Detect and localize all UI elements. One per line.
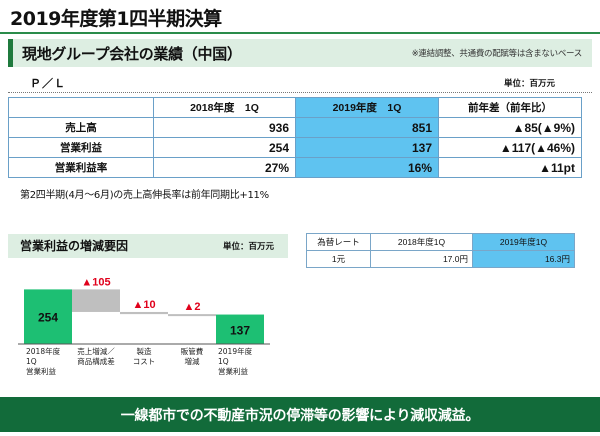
fx-header-row: 為替レート 2018年度1Q 2019年度1Q xyxy=(306,233,575,251)
waterfall-bar xyxy=(24,289,72,344)
waterfall-category-label: 増減 xyxy=(185,356,200,366)
waterfall-change-label: ▲2 xyxy=(183,301,200,313)
waterfall-category-label: 製造 xyxy=(137,346,152,356)
sales-prev: 936 xyxy=(153,117,296,138)
section-note: ※連結調整、共通費の配賦等は含まないベース xyxy=(411,49,583,59)
waterfall-category-label: 販管費 xyxy=(181,346,204,356)
waterfall-category-label: 営業利益 xyxy=(26,366,56,376)
pl-header-prev: 2018年度 1Q xyxy=(153,97,296,118)
waterfall-bar xyxy=(120,311,168,315)
waterfall-title: 営業利益の増減要因 xyxy=(20,239,129,253)
waterfall-change-label: ▲105 xyxy=(81,276,110,288)
row-label-op-margin: 営業利益率 xyxy=(8,157,154,178)
op-profit-curr: 137 xyxy=(295,137,439,158)
table-row: 営業利益 254 137 ▲117(▲46%) xyxy=(8,137,582,158)
waterfall-chart: 2542018年度1Q営業利益▲105売上増減／商品構成差▲10製造コスト▲2販… xyxy=(18,276,270,376)
pl-unit: 単位：百万元 xyxy=(504,79,556,89)
summary-text: 一線都市での不動産市況の停滞等の影響により減収減益。 xyxy=(120,408,480,424)
fx-unit: 1元 xyxy=(306,250,371,268)
waterfall-category-label: 売上増減／ xyxy=(77,346,115,356)
waterfall-bar xyxy=(168,314,216,317)
waterfall-category-label: 1Q xyxy=(26,357,37,366)
row-label-op-profit: 営業利益 xyxy=(8,137,154,158)
fx-header-curr: 2019年度1Q xyxy=(472,233,575,251)
waterfall-value-label: 137 xyxy=(230,323,250,337)
op-profit-prev: 254 xyxy=(153,137,296,158)
waterfall-banner: 営業利益の増減要因 単位：百万元 xyxy=(8,234,288,258)
pl-header-curr: 2019年度 1Q xyxy=(295,97,439,118)
fx-header-prev: 2018年度1Q xyxy=(370,233,473,251)
op-margin-curr: 16% xyxy=(295,157,439,178)
pl-divider xyxy=(8,92,592,93)
section-banner: 現地グループ会社の業績（中国） ※連結調整、共通費の配賦等は含まないベース xyxy=(8,39,592,67)
growth-note: 第2四半期(4月～6月)の売上高伸長率は前年同期比+11% xyxy=(20,190,269,201)
pl-header-row: 2018年度 1Q 2019年度 1Q 前年差（前年比） xyxy=(8,97,582,118)
waterfall-category-label: コスト xyxy=(133,357,156,366)
sales-diff: ▲85(▲9%) xyxy=(438,117,582,138)
fx-rate-table: 為替レート 2018年度1Q 2019年度1Q 1元 17.0円 16.3円 xyxy=(306,233,575,268)
waterfall-category-label: 1Q xyxy=(218,357,229,366)
waterfall-category-label: 商品構成差 xyxy=(77,356,115,366)
row-label-sales: 売上高 xyxy=(8,117,154,138)
pl-header-empty xyxy=(8,97,154,118)
sales-curr: 851 xyxy=(295,117,439,138)
op-profit-diff: ▲117(▲46%) xyxy=(438,137,582,158)
waterfall-category-label: 営業利益 xyxy=(218,366,248,376)
op-margin-prev: 27% xyxy=(153,157,296,178)
pl-table: 2018年度 1Q 2019年度 1Q 前年差（前年比） 売上高 936 851… xyxy=(8,97,582,178)
waterfall-bar xyxy=(72,289,120,312)
waterfall-unit: 単位：百万元 xyxy=(222,242,274,252)
page-title: 2019年度第1四半期決算 xyxy=(10,8,222,30)
op-margin-diff: ▲11pt xyxy=(438,157,582,178)
fx-prev-value: 17.0円 xyxy=(370,250,473,268)
fx-value-row: 1元 17.0円 16.3円 xyxy=(306,250,575,268)
pl-label: Ｐ／Ｌ xyxy=(30,77,66,90)
fx-header-label: 為替レート xyxy=(306,233,371,251)
table-row: 売上高 936 851 ▲85(▲9%) xyxy=(8,117,582,138)
section-title: 現地グループ会社の業績（中国） xyxy=(22,45,242,63)
banner-accent-bar xyxy=(8,39,13,67)
waterfall-change-label: ▲10 xyxy=(132,299,155,311)
fx-curr-value: 16.3円 xyxy=(472,250,575,268)
waterfall-bar xyxy=(216,314,264,344)
waterfall-category-label: 2018年度 xyxy=(26,346,61,356)
title-divider xyxy=(0,32,600,34)
waterfall-category-label: 2019年度 xyxy=(218,346,253,356)
waterfall-value-label: 254 xyxy=(38,311,58,325)
table-row: 営業利益率 27% 16% ▲11pt xyxy=(8,157,582,178)
summary-banner: 一線都市での不動産市況の停滞等の影響により減収減益。 xyxy=(0,397,600,432)
pl-header-diff: 前年差（前年比） xyxy=(438,97,582,118)
